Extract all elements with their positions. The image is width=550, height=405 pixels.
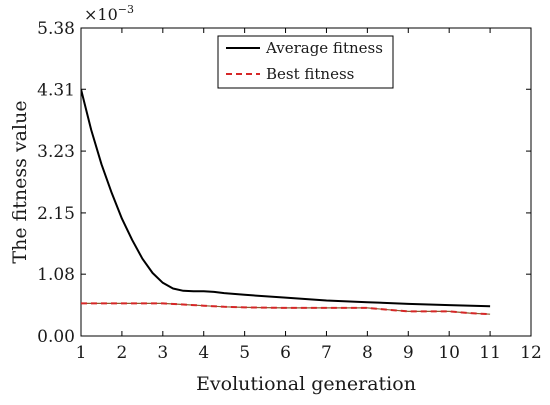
x-tick-label: 9 — [403, 343, 414, 363]
x-tick-label: 4 — [198, 343, 209, 363]
y-tick-label: 0.00 — [37, 327, 75, 347]
y-axis-title: The fitness value — [9, 100, 31, 263]
y-tick-label: 3.23 — [37, 142, 75, 162]
y-tick-label: 5.38 — [37, 19, 75, 39]
y-tick-label: 2.15 — [37, 204, 75, 224]
y-tick-label: 1.08 — [37, 265, 75, 285]
x-tick-label: 8 — [362, 343, 373, 363]
y-multiplier-exponent: −3 — [118, 3, 134, 16]
x-tick-label: 12 — [520, 343, 542, 363]
y-tick-label: 4.31 — [37, 80, 75, 100]
series-layer — [81, 89, 490, 314]
legend: Average fitness Best fitness — [218, 36, 393, 88]
x-tick-label: 3 — [157, 343, 168, 363]
legend-label-average: Average fitness — [265, 39, 383, 57]
x-tick-label: 11 — [479, 343, 501, 363]
y-multiplier-label: ×10−3 — [84, 3, 134, 24]
x-tick-label: 2 — [116, 343, 127, 363]
x-tick-label: 6 — [280, 343, 291, 363]
x-axis-title: Evolutional generation — [196, 373, 416, 395]
x-tick-label: 10 — [438, 343, 460, 363]
legend-label-best: Best fitness — [266, 65, 354, 83]
x-tick-label: 5 — [239, 343, 250, 363]
x-tick-label: 1 — [76, 343, 87, 363]
y-multiplier-base: ×10 — [84, 5, 118, 24]
series-line-average-fitness — [81, 89, 490, 306]
x-tick-label: 7 — [321, 343, 332, 363]
